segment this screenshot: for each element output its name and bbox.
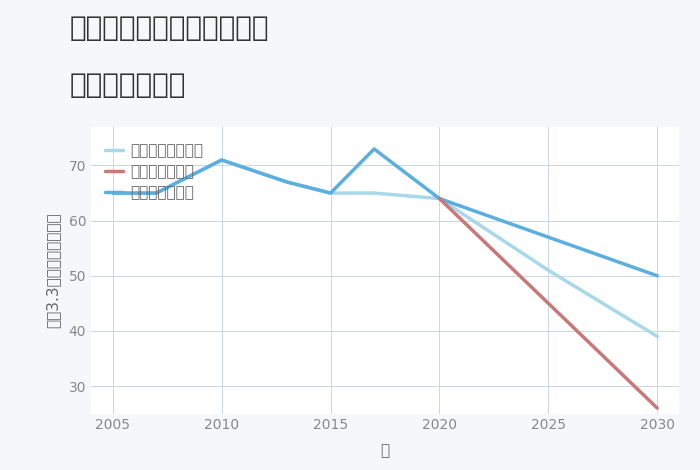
ノーマルシナリオ (283, 179, 291, 185)
ノーマルシナリオ (218, 157, 226, 163)
ノーマルシナリオ (653, 334, 662, 339)
バッドシナリオ (435, 196, 444, 201)
ノーマルシナリオ (326, 190, 335, 196)
Line: グッドシナリオ: グッドシナリオ (113, 149, 657, 276)
グッドシナリオ (326, 190, 335, 196)
グッドシナリオ (152, 190, 160, 196)
ノーマルシナリオ (544, 267, 552, 273)
ノーマルシナリオ (370, 190, 378, 196)
グッドシナリオ (283, 179, 291, 185)
ノーマルシナリオ (435, 196, 444, 201)
グッドシナリオ (435, 196, 444, 201)
バッドシナリオ (653, 405, 662, 411)
Line: バッドシナリオ: バッドシナリオ (440, 198, 657, 408)
Text: 土地の価格推移: 土地の価格推移 (70, 70, 186, 99)
Line: ノーマルシナリオ: ノーマルシナリオ (113, 160, 657, 337)
グッドシナリオ (544, 235, 552, 240)
Text: 神奈川県伊勢原市伊勢原の: 神奈川県伊勢原市伊勢原の (70, 14, 270, 42)
ノーマルシナリオ (108, 190, 117, 196)
グッドシナリオ (108, 190, 117, 196)
グッドシナリオ (218, 157, 226, 163)
X-axis label: 年: 年 (380, 444, 390, 459)
ノーマルシナリオ (152, 190, 160, 196)
Legend: ノーマルシナリオ, バッドシナリオ, グッドシナリオ: ノーマルシナリオ, バッドシナリオ, グッドシナリオ (104, 143, 204, 200)
Y-axis label: 坪（3.3㎡）単価（万円）: 坪（3.3㎡）単価（万円） (46, 212, 60, 328)
グッドシナリオ (370, 146, 378, 152)
グッドシナリオ (653, 273, 662, 279)
